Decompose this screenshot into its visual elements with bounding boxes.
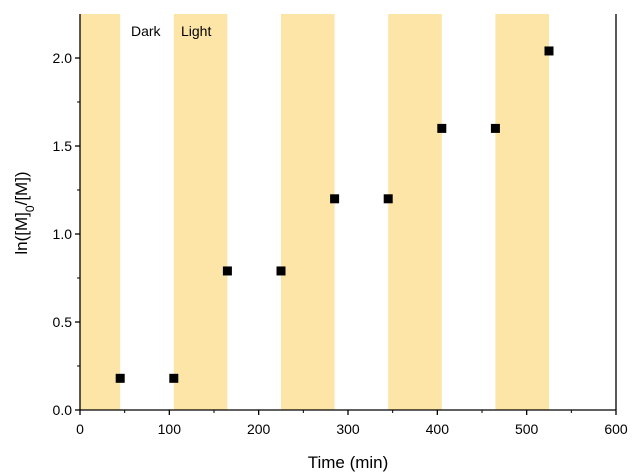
annotation-light: Light xyxy=(181,23,211,39)
data-point-6 xyxy=(437,123,447,133)
x-tick-label-5: 500 xyxy=(515,421,539,437)
light-band-4 xyxy=(495,14,549,410)
annotation-dark: Dark xyxy=(131,23,162,39)
x-axis-title: Time (min) xyxy=(308,453,389,472)
y-axis-title-suffix: /[M]) xyxy=(12,171,31,205)
data-point-4 xyxy=(330,194,340,204)
x-tick-label-2: 200 xyxy=(247,421,271,437)
light-band-2 xyxy=(281,14,335,410)
data-point-8 xyxy=(544,46,554,56)
data-point-3 xyxy=(276,266,286,276)
data-point-0 xyxy=(115,373,125,383)
data-point-7 xyxy=(490,123,500,133)
data-point-2 xyxy=(222,266,232,276)
data-point-1 xyxy=(169,373,179,383)
y-tick-label-3: 1.5 xyxy=(53,138,73,154)
x-tick-label-1: 100 xyxy=(158,421,182,437)
x-tick-label-0: 0 xyxy=(76,421,84,437)
x-tick-label-4: 400 xyxy=(426,421,450,437)
light-band-3 xyxy=(388,14,442,410)
y-axis-title-subscript: 0 xyxy=(23,205,37,212)
y-tick-label-0: 0.0 xyxy=(53,402,73,418)
light-band-1 xyxy=(173,14,228,410)
y-tick-label-4: 2.0 xyxy=(53,50,73,66)
x-tick-label-3: 300 xyxy=(336,421,360,437)
y-tick-label-2: 1.0 xyxy=(53,226,73,242)
y-axis-title: ln([M]0/[M]) xyxy=(12,171,37,254)
y-tick-label-1: 0.5 xyxy=(53,314,73,330)
light-band-0 xyxy=(80,14,121,410)
y-axis-title-prefix: ln([M] xyxy=(12,212,31,255)
axis-ticks: 0 100 200 300 400 500 600 0.0 0.5 1.0 1.5 2.0 xyxy=(53,50,628,437)
light-bands xyxy=(80,14,549,410)
data-points xyxy=(115,46,554,383)
data-point-5 xyxy=(383,194,393,204)
x-tick-label-6: 600 xyxy=(604,421,628,437)
